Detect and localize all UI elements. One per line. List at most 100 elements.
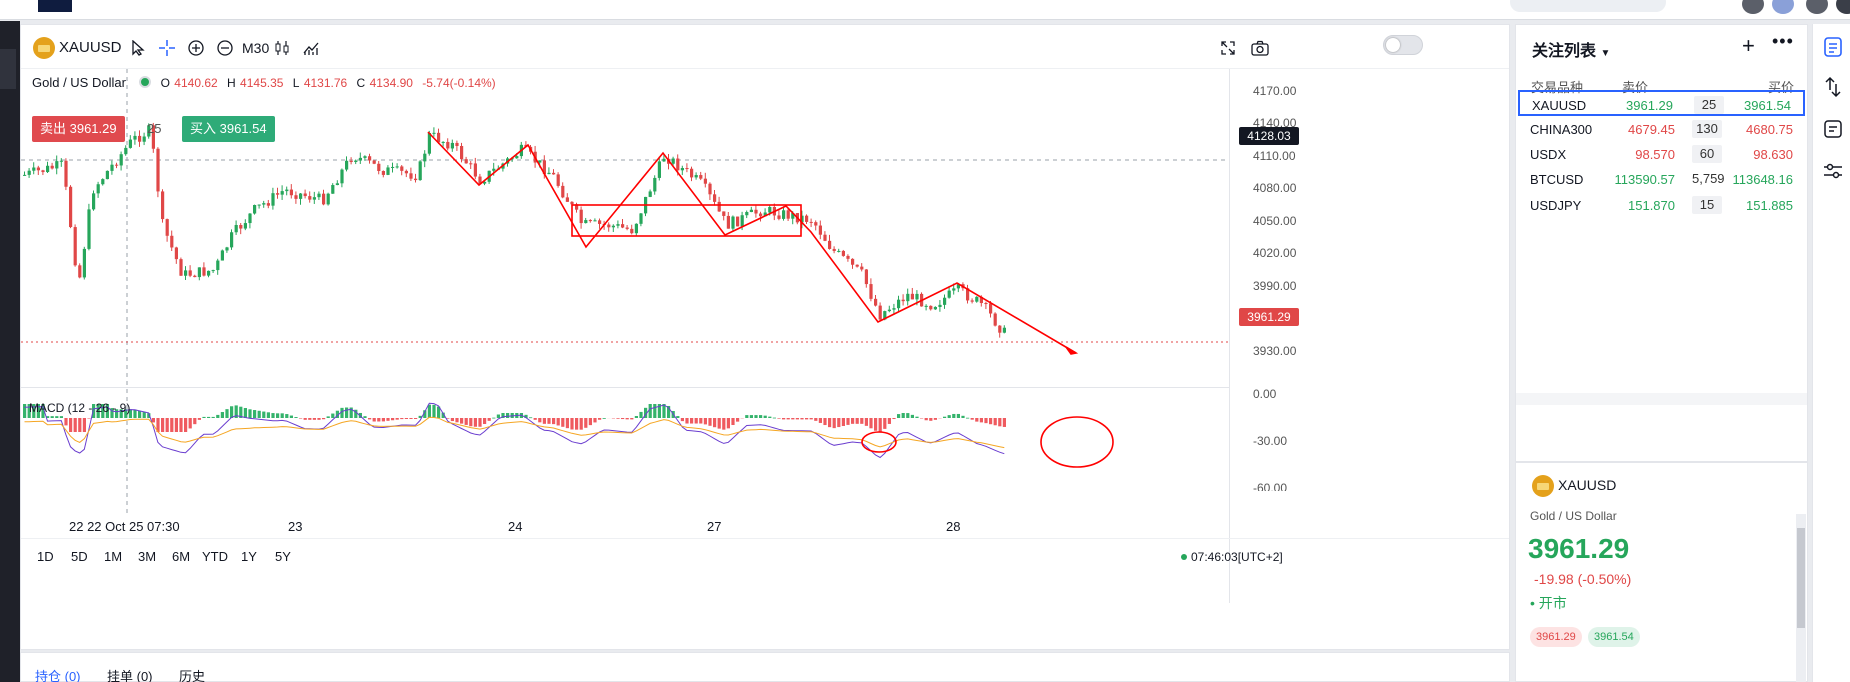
macd-bar — [36, 404, 40, 418]
calendar-icon[interactable] — [1822, 118, 1844, 140]
candle-body — [184, 270, 188, 276]
buy-button[interactable]: 买入 3961.54 — [182, 116, 275, 142]
watchlist-row[interactable]: BTCUSD 113590.57 5,759 113648.16 — [1518, 166, 1805, 192]
candle-body — [391, 166, 395, 168]
watchlist-row[interactable]: USDX 98.570 60 98.630 — [1518, 141, 1805, 167]
cursor-icon[interactable] — [127, 37, 149, 59]
macd-y-tick: -60.00 — [1253, 481, 1288, 491]
sell-button[interactable]: 卖出 3961.29 — [32, 116, 125, 142]
left-sidebar-item[interactable] — [0, 49, 16, 89]
candle-body — [828, 240, 832, 249]
watchlist-icon[interactable] — [1822, 36, 1844, 58]
candle-body — [745, 212, 749, 216]
symbol-selector[interactable]: XAUUSD — [33, 37, 122, 59]
candle-body — [671, 158, 675, 164]
indicators-icon[interactable] — [300, 37, 322, 59]
zoom-out-icon[interactable] — [214, 37, 236, 59]
symbol-description: Gold / US Dollar — [32, 75, 126, 90]
macd-bar — [874, 418, 878, 431]
camera-icon[interactable] — [1249, 37, 1271, 59]
macd-bar — [285, 414, 289, 418]
candle-body — [280, 191, 284, 195]
macd-bar — [621, 418, 625, 420]
macd-bar — [998, 418, 1002, 427]
macd-bar — [363, 416, 367, 418]
detail-vertical-scrollbar[interactable] — [1796, 514, 1806, 682]
positions-panel: 持仓 (0) 挂单 (0) 历史 — [20, 652, 1510, 682]
pane-separator[interactable] — [21, 387, 1229, 388]
macd-bar — [542, 418, 546, 424]
watchlist-title[interactable]: 关注列表 ▼ — [1532, 37, 1610, 61]
avatar[interactable] — [1836, 0, 1850, 14]
settings-nav-icon[interactable] — [1806, 0, 1828, 14]
candle-body — [115, 164, 119, 166]
notification-icon[interactable] — [1772, 0, 1794, 14]
settings-icon[interactable] — [1822, 160, 1844, 182]
timeframe-3m[interactable]: 3M — [138, 549, 157, 564]
macd-bar — [124, 409, 128, 418]
zoom-in-icon[interactable] — [185, 37, 207, 59]
tab-history[interactable]: 历史 — [179, 669, 206, 682]
watchlist-row[interactable]: CHINA300 4679.45 130 4680.75 — [1518, 116, 1805, 142]
search-input[interactable] — [1510, 0, 1666, 12]
candle-body — [110, 164, 114, 171]
candle-body — [947, 290, 951, 298]
candle-body — [363, 156, 367, 158]
candle-body — [690, 168, 694, 178]
macd-bar — [777, 418, 781, 419]
candle-body — [23, 174, 27, 176]
timeframe-1y[interactable]: 1Y — [241, 549, 257, 564]
candle-body — [193, 275, 197, 278]
crosshair-icon[interactable] — [156, 37, 178, 59]
macd-bar — [851, 418, 855, 424]
annotation-ellipse-large — [1040, 416, 1114, 468]
macd-bar — [717, 418, 721, 429]
macd-bar — [947, 415, 951, 418]
candle-body — [239, 225, 243, 229]
detail-ask-pill[interactable]: 3961.54 — [1588, 627, 1640, 647]
timeframe-5y[interactable]: 5Y — [275, 549, 291, 564]
interval-selector[interactable]: M30 — [242, 40, 270, 56]
chart-canvas[interactable] — [21, 25, 1511, 651]
candle-body — [147, 125, 151, 137]
tab-positions[interactable]: 持仓 (0) — [35, 666, 81, 682]
watchlist-row[interactable]: USDJPY 151.870 15 151.885 — [1518, 192, 1805, 218]
candle-body — [878, 305, 882, 320]
macd-bar — [294, 417, 298, 418]
macd-label[interactable]: MACD (12 - 26 - 9) — [29, 401, 131, 415]
candle-body — [358, 157, 362, 161]
fullscreen-icon[interactable] — [1217, 37, 1239, 59]
candle-body — [552, 172, 556, 175]
candle-body — [768, 206, 772, 213]
candle-body — [69, 186, 73, 228]
more-icon[interactable]: ••• — [1772, 31, 1794, 51]
macd-bar — [427, 404, 431, 418]
macd-bar — [782, 418, 786, 420]
timeframe-1m[interactable]: 1M — [104, 549, 123, 564]
candle-body — [607, 224, 611, 228]
tab-orders[interactable]: 挂单 (0) — [107, 669, 153, 682]
candles-icon[interactable] — [271, 37, 293, 59]
detail-bid-pill[interactable]: 3961.29 — [1530, 627, 1582, 647]
row-spread: 15 — [1692, 196, 1722, 214]
plus-icon[interactable]: + — [1742, 33, 1755, 58]
macd-bar — [772, 417, 776, 419]
candle-body — [786, 210, 790, 219]
help-icon[interactable] — [1742, 0, 1764, 14]
alerts-icon[interactable] — [1822, 76, 1844, 98]
timeframe-6m[interactable]: 6M — [172, 549, 191, 564]
timeframe-ytd[interactable]: YTD — [202, 549, 228, 564]
macd-bar — [473, 418, 477, 427]
toggle-switch[interactable] — [1383, 35, 1423, 55]
timeframe-5d[interactable]: 5D — [71, 549, 88, 564]
candle-body — [161, 191, 165, 220]
y-tick: 4140.00 — [1253, 116, 1297, 130]
timeframe-1d[interactable]: 1D — [37, 549, 54, 564]
macd-bar — [418, 415, 422, 418]
watchlist-horizontal-scrollbar[interactable] — [1516, 393, 1807, 405]
macd-bar — [602, 418, 606, 419]
macd-bar — [906, 413, 910, 418]
watchlist-row[interactable]: XAUUSD 3961.29 25 3961.54 — [1518, 90, 1805, 116]
clock-status-dot — [1181, 554, 1187, 560]
macd-bar — [73, 418, 77, 432]
